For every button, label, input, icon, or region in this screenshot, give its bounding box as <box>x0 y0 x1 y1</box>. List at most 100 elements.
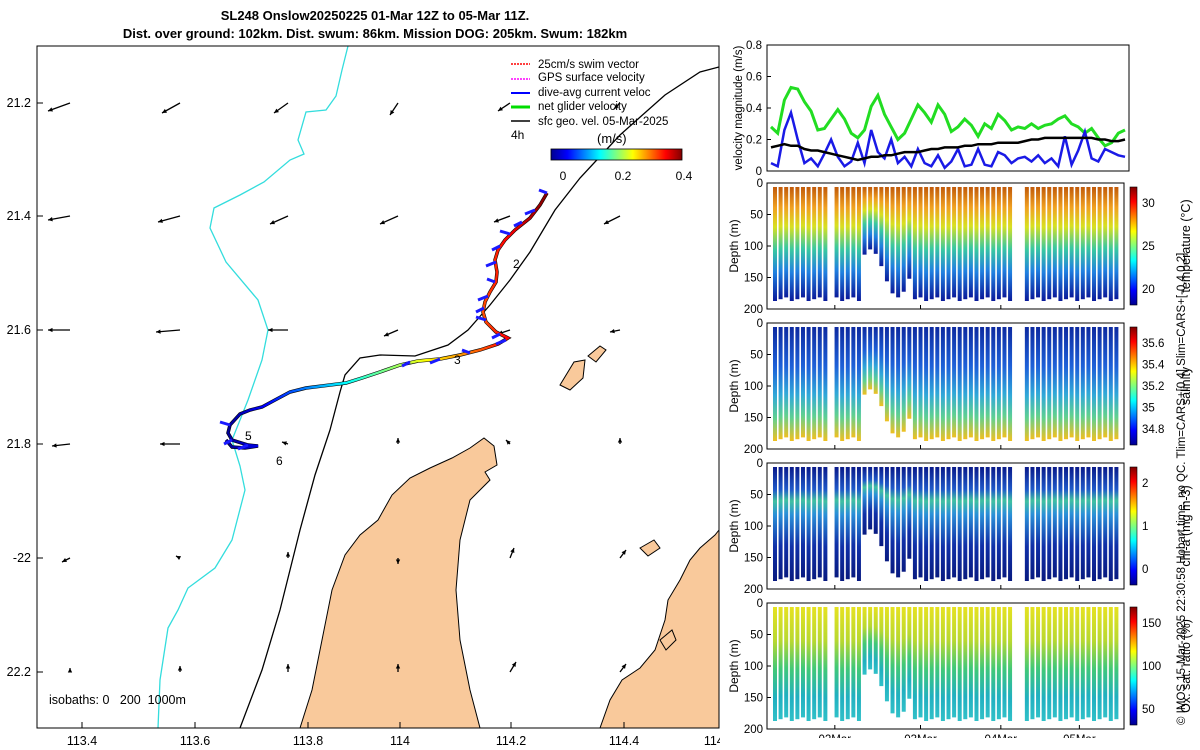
sfc-geo-vector <box>48 327 70 333</box>
colorbar-label: temperature (°C) <box>1179 199 1193 292</box>
colorbar-tick-0.4: 0.4 <box>676 169 693 183</box>
sfc-geo-vector <box>395 664 401 672</box>
profile-panel-1: 0 50 100 150 200 Depth (m) 30 25 20 temperature (… <box>727 178 1193 316</box>
chart-title-line2: Dist. over ground: 102km. Dist. swum: 86… <box>122 26 628 41</box>
velocity-series-sfc-geo-vel- <box>770 136 1126 162</box>
depth-tick: 100 <box>744 381 763 393</box>
chart-title-line1: SL248 Onslow20250225 01-Mar 12Z to 05-Ma… <box>220 8 530 23</box>
depth-axis-label: Depth (m) <box>727 219 741 272</box>
legend-item-dive-current: dive-avg current veloc <box>511 87 651 99</box>
sfc-geo-vector <box>157 215 181 223</box>
velocity-y-tick: 0 <box>756 166 762 178</box>
map-y-axis: 21.2 21.4 21.6 21.8 -22 22.2 <box>7 96 43 679</box>
sfc-geo-vector-field <box>47 102 627 673</box>
colorbar-label: Ox. sat. ratio (%) <box>1179 619 1193 713</box>
dive-current-vector <box>485 260 497 268</box>
velocity-series-dive-avg-current-veloc <box>770 108 1126 170</box>
colorbar-tick: 35.4 <box>1142 360 1165 372</box>
island-4 <box>659 629 677 651</box>
colorbar-title: (m/s) <box>597 131 627 146</box>
svg-text:dive-avg current veloc: dive-avg current veloc <box>538 87 651 99</box>
speed-colorbar: (m/s) 0 0.2 0.4 <box>550 131 693 183</box>
panel-colorbar <box>1129 466 1138 586</box>
depth-tick: 100 <box>744 521 763 533</box>
legend-item-swim-vector: 25cm/s swim vector <box>511 59 639 71</box>
island-2 <box>587 345 607 363</box>
time-tick: 05Mar <box>1063 734 1096 738</box>
profile-panel-2: 0 50 100 150 200 Depth (m) 35.6 35.4 35.2 35 34.8 s… <box>727 318 1193 456</box>
sfc-geo-vector <box>268 327 288 333</box>
sfc-geo-vector <box>619 549 627 559</box>
depth-tick: 0 <box>757 598 763 610</box>
dive-current-vector <box>429 357 441 365</box>
sfc-geo-vector <box>273 102 289 114</box>
profile-columns <box>773 187 1119 301</box>
depth-axis-label: Depth (m) <box>727 359 741 412</box>
island-3 <box>639 539 661 557</box>
sfc-geo-vector <box>609 328 621 334</box>
credit-text: © IMOS 15-Mar-2025 22:30:58 Hobart time.… <box>1176 252 1188 725</box>
velocity-y-tick: 0.8 <box>746 40 762 52</box>
sfc-geo-vector <box>160 441 180 447</box>
map-y-tick: 21.6 <box>7 323 31 337</box>
dive-current-vector <box>513 220 523 228</box>
map-x-tick: 114.6 <box>704 734 720 748</box>
map-y-tick: 21.2 <box>7 96 31 110</box>
depth-tick: 50 <box>750 210 763 222</box>
map-x-tick: 114 <box>390 734 410 748</box>
sfc-geo-vector <box>603 215 621 225</box>
colorbar-tick-0: 0 <box>560 169 567 183</box>
sfc-geo-vector <box>389 102 399 116</box>
sfc-geo-vector <box>161 102 181 114</box>
colorbar-tick: 150 <box>1142 618 1161 630</box>
depth-tick: 50 <box>750 490 763 502</box>
depth-axis-label: Depth (m) <box>727 499 741 552</box>
sfc-geo-vector <box>51 443 71 448</box>
time-tick: 02Mar <box>819 734 852 738</box>
depth-tick: 200 <box>744 584 763 596</box>
sfc-geo-vector <box>285 664 291 672</box>
sfc-geo-vector <box>395 558 401 564</box>
sfc-geo-vector <box>155 329 181 334</box>
sfc-geo-vector <box>269 215 289 225</box>
map-x-tick: 113.8 <box>293 734 323 748</box>
colorbar-tick: 35 <box>1142 403 1155 415</box>
sfc-geo-vector <box>47 102 71 112</box>
sfc-geo-vector <box>395 438 401 444</box>
day-marker-6: 6 <box>276 454 283 468</box>
sfc-geo-vector <box>619 663 627 673</box>
svg-text:sfc geo. vel. 05-Mar-2025: sfc geo. vel. 05-Mar-2025 <box>538 116 668 128</box>
dive-current-vector <box>223 438 233 446</box>
depth-tick: 150 <box>744 273 763 285</box>
profile-columns <box>773 467 1119 581</box>
map-x-axis: 113.4 113.6 113.8 114 114.2 114.4 114.6 <box>67 722 720 748</box>
legend-item-net-velocity: net glider velocity <box>511 101 627 113</box>
dive-current-vector <box>499 229 511 236</box>
dive-current-vector <box>486 277 496 284</box>
map-x-tick: 113.4 <box>67 734 97 748</box>
dive-current-vector <box>477 294 489 302</box>
dive-current-vector <box>219 420 231 427</box>
depth-tick: 150 <box>744 693 763 705</box>
time-tick: 04Mar <box>985 734 1018 738</box>
island-1 <box>559 359 586 391</box>
dive-current-vector <box>491 332 501 340</box>
dive-current-vector <box>237 443 249 451</box>
depth-tick: 100 <box>744 241 763 253</box>
colorbar-tick: 2 <box>1142 478 1148 490</box>
isobath-200m <box>157 46 349 728</box>
map-y-tick: -22 <box>13 551 31 565</box>
dive-current-vector <box>538 188 548 195</box>
velocity-y-axis: 0 0.2 0.4 0.6 0.8 <box>746 40 771 178</box>
colorbar-tick: 35.2 <box>1142 381 1164 393</box>
dive-current-vector <box>401 360 411 368</box>
velocity-y-label: velocity magnitude (m/s) <box>733 46 745 171</box>
isobath-label: isobaths: 0 200 1000m <box>49 693 186 707</box>
depth-tick: 200 <box>744 724 763 736</box>
profile-columns <box>773 327 1119 441</box>
legend-interval: 4h <box>511 128 524 142</box>
depth-tick: 0 <box>757 458 763 470</box>
dive-current-vector <box>524 208 536 216</box>
